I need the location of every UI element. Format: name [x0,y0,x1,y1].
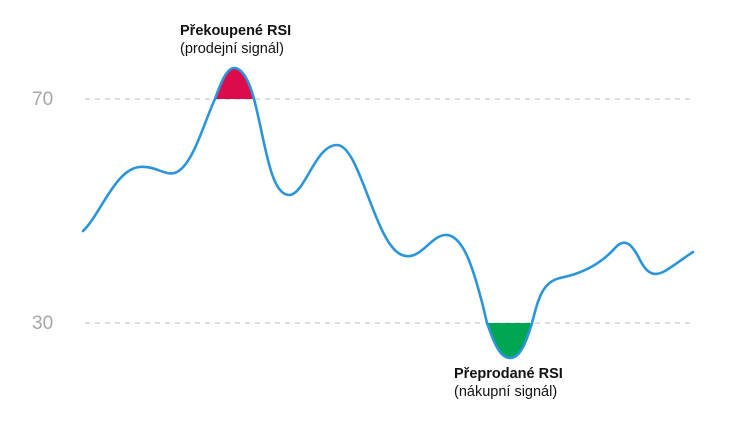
overbought-subtitle: (prodejní signál) [180,41,284,58]
y-tick-30: 30 [32,313,54,334]
rsi-line [81,66,695,360]
oversold-annotation: Přeprodané RSI (nákupní signál) [454,365,563,401]
overbought-annotation: Překoupené RSI (prodejní signál) [180,22,291,58]
y-tick-70: 70 [32,89,54,110]
oversold-subtitle: (nákupní signál) [454,384,558,401]
overbought-title: Překoupené RSI [180,23,292,39]
oversold-title: Přeprodané RSI [454,366,563,382]
